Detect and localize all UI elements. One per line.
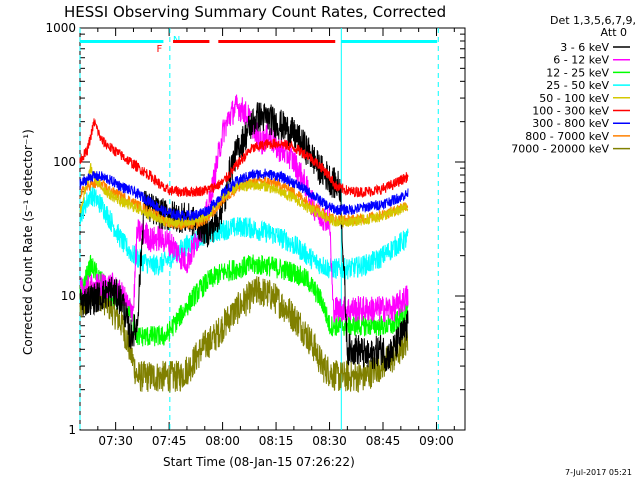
chart-title: HESSI Observing Summary Count Rates, Cor… (64, 3, 446, 21)
series-line (79, 168, 409, 223)
series-line (79, 118, 409, 198)
series-line (79, 163, 409, 229)
x-tick-label: 08:30 (312, 434, 347, 448)
legend-header: Att 0 (601, 26, 627, 39)
legend-item-label: 6 - 12 keV (553, 54, 609, 67)
series-line (79, 102, 409, 372)
x-tick-label: 08:00 (205, 434, 240, 448)
x-tick-label: 08:45 (366, 434, 401, 448)
y-axis-label: Corrected Count Rate (s⁻¹ detector⁻¹) (21, 129, 35, 355)
legend-header: Det 1,3,5,6,7,9, (550, 14, 636, 27)
x-tick-label: 08:15 (259, 434, 294, 448)
legend-item-label: 12 - 25 keV (546, 66, 609, 79)
series-line (79, 276, 409, 393)
y-tick-label: 10 (61, 289, 76, 303)
y-tick-label: 1000 (45, 21, 76, 35)
legend-item-label: 300 - 800 keV (532, 117, 609, 130)
x-tick-label: 07:45 (152, 434, 187, 448)
legend-item-label: 7000 - 20000 keV (511, 143, 609, 156)
legend-item-label: 25 - 50 keV (546, 79, 609, 92)
x-axis-label: Start Time (08-Jan-15 07:26:22) (163, 455, 355, 469)
legend-item-label: 800 - 7000 keV (525, 130, 609, 143)
flare-flag-label: F (157, 44, 163, 55)
legend-item-label: 3 - 6 keV (560, 41, 609, 54)
y-tick-label: 1 (68, 423, 76, 437)
x-axis: 07:30 07:45 08:00 08:15 08:30 08:45 09:00 (79, 28, 455, 448)
x-tick-label: 07:30 (98, 434, 133, 448)
y-tick-label: 100 (53, 155, 76, 169)
attenuator-markers: NF (79, 28, 439, 430)
legend-item-label: 100 - 300 keV (532, 105, 609, 118)
series-lines (79, 94, 409, 393)
timestamp: 7-Jul-2017 05:21 (565, 468, 632, 477)
series-line (79, 185, 409, 280)
legend-item-label: 50 - 100 keV (539, 92, 609, 105)
x-tick-label: 09:00 (419, 434, 454, 448)
series-line (79, 94, 409, 323)
